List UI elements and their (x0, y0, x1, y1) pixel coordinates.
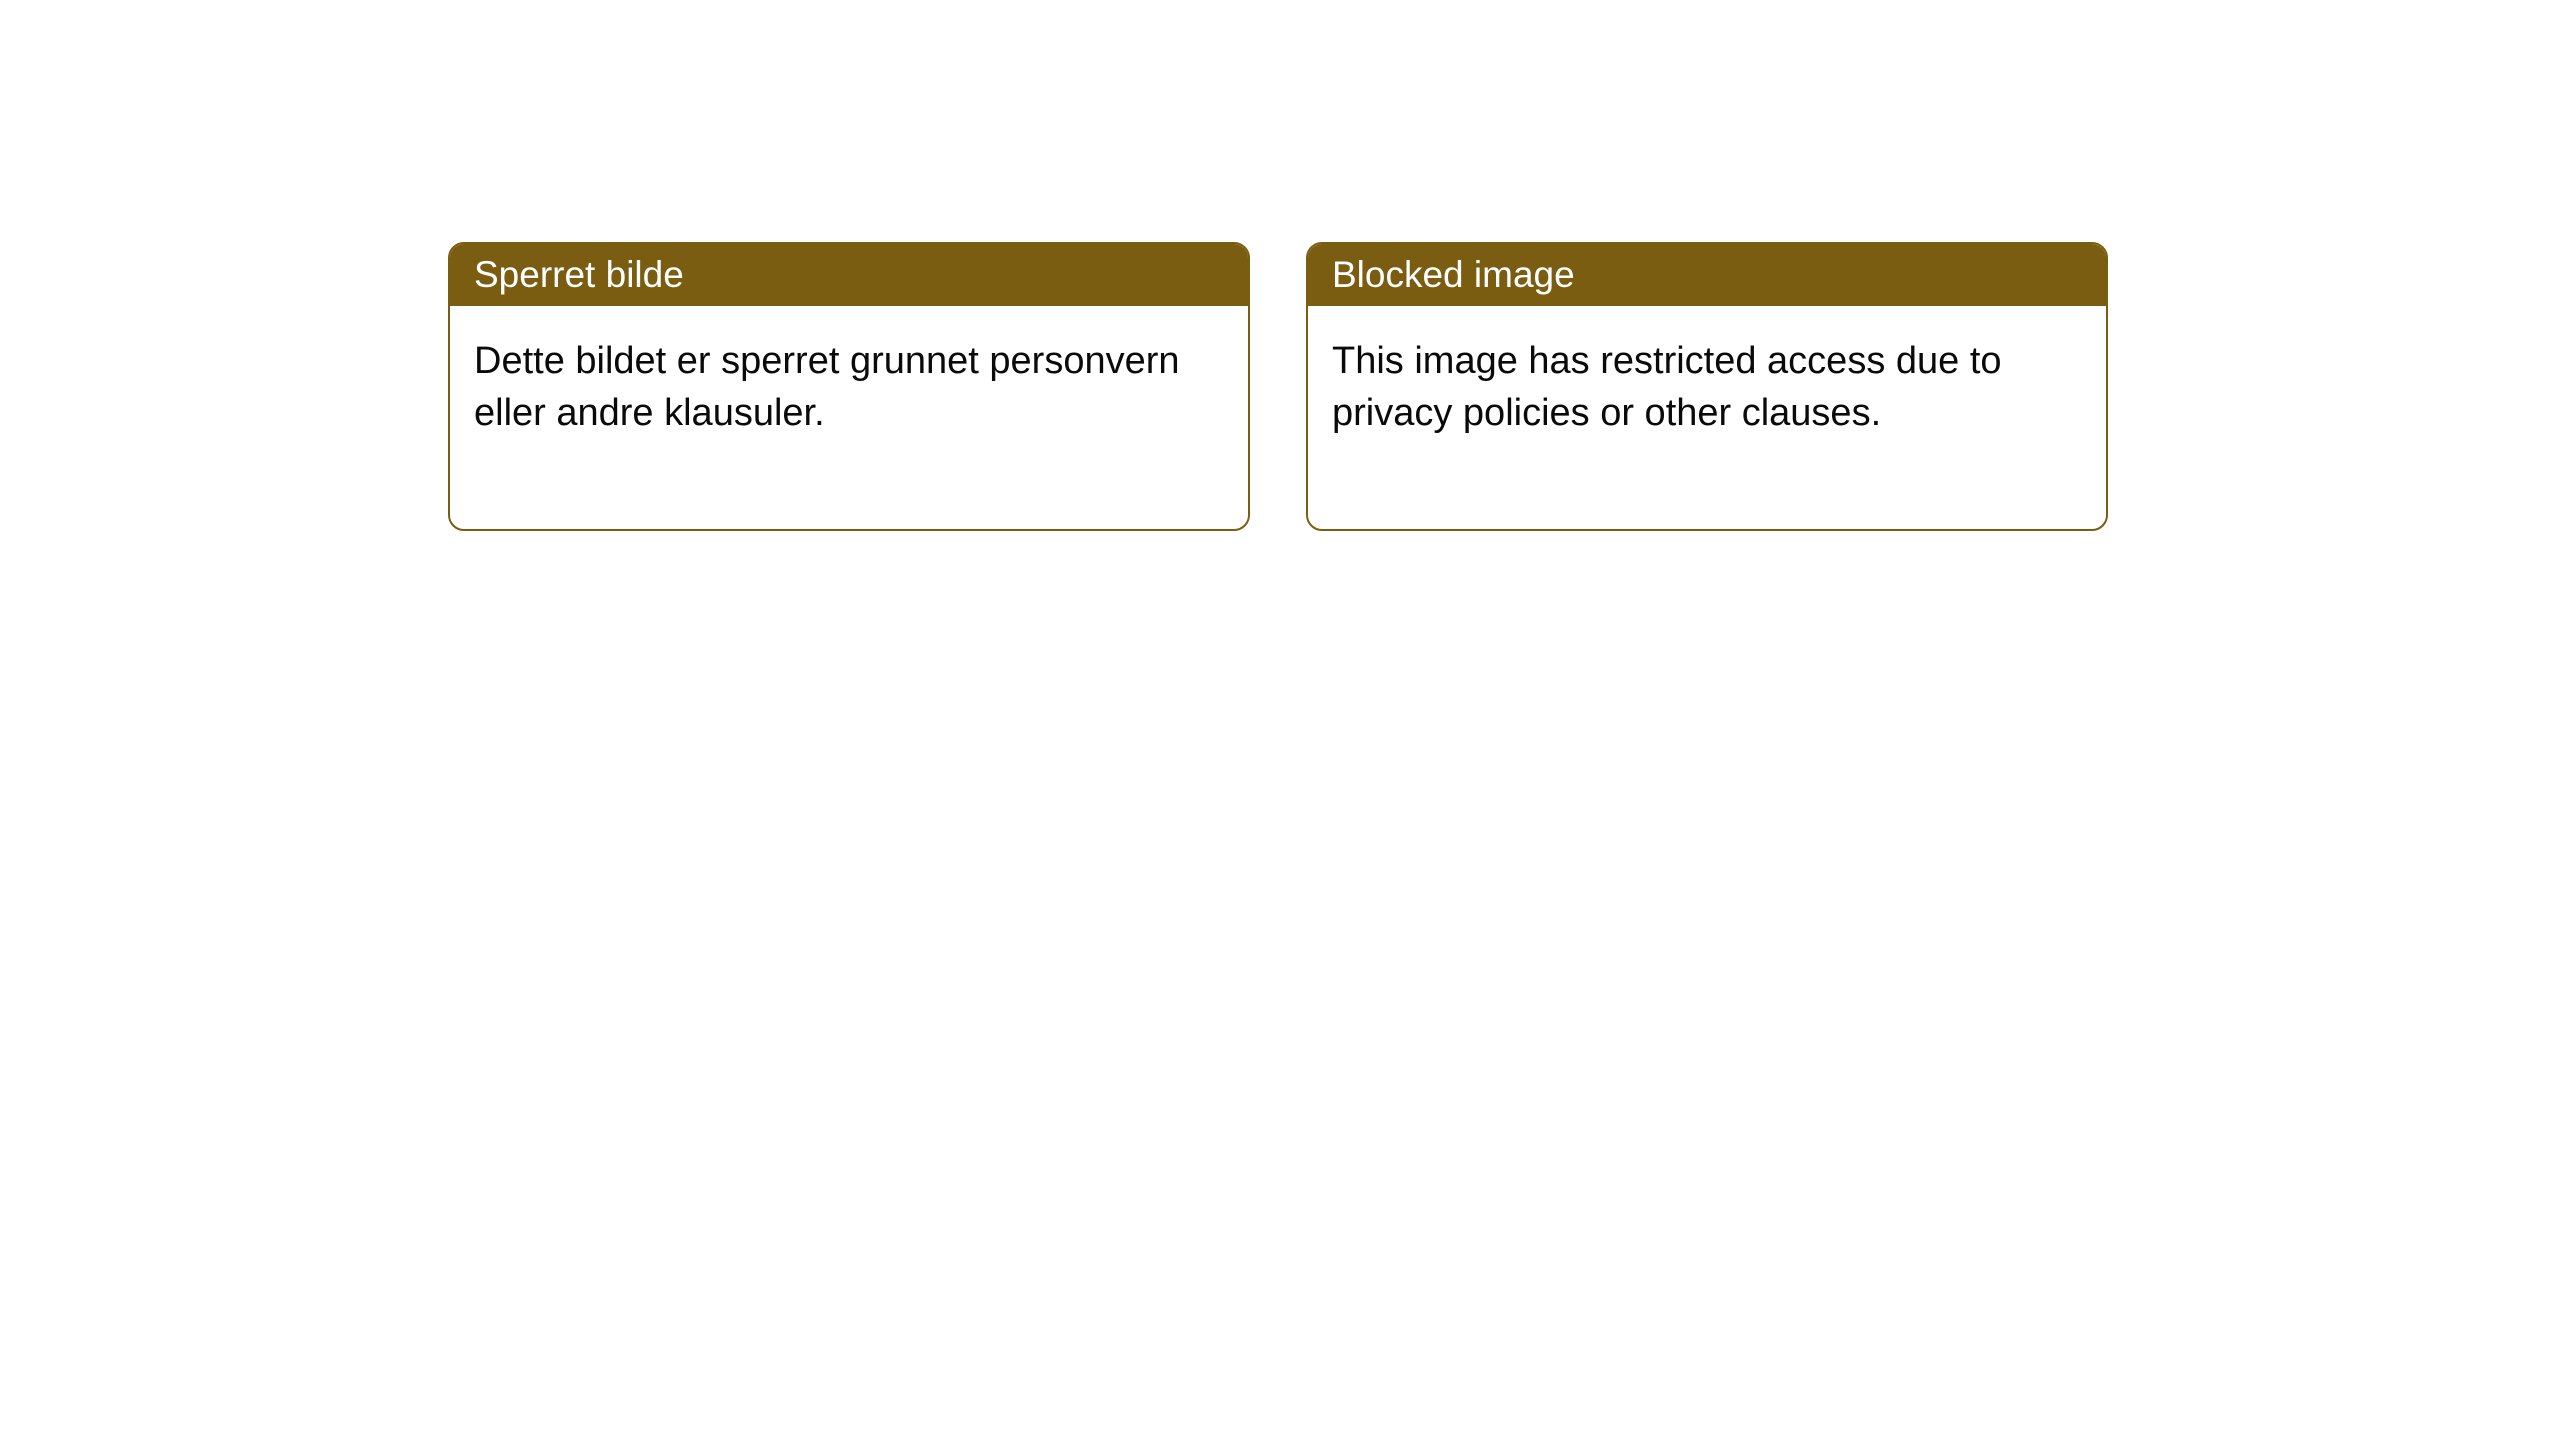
notice-body-norwegian: Dette bildet er sperret grunnet personve… (450, 306, 1248, 529)
notice-header-english: Blocked image (1308, 244, 2106, 306)
notice-container: Sperret bilde Dette bildet er sperret gr… (0, 0, 2560, 531)
notice-box-english: Blocked image This image has restricted … (1306, 242, 2108, 531)
notice-box-norwegian: Sperret bilde Dette bildet er sperret gr… (448, 242, 1250, 531)
notice-body-english: This image has restricted access due to … (1308, 306, 2106, 529)
notice-header-norwegian: Sperret bilde (450, 244, 1248, 306)
